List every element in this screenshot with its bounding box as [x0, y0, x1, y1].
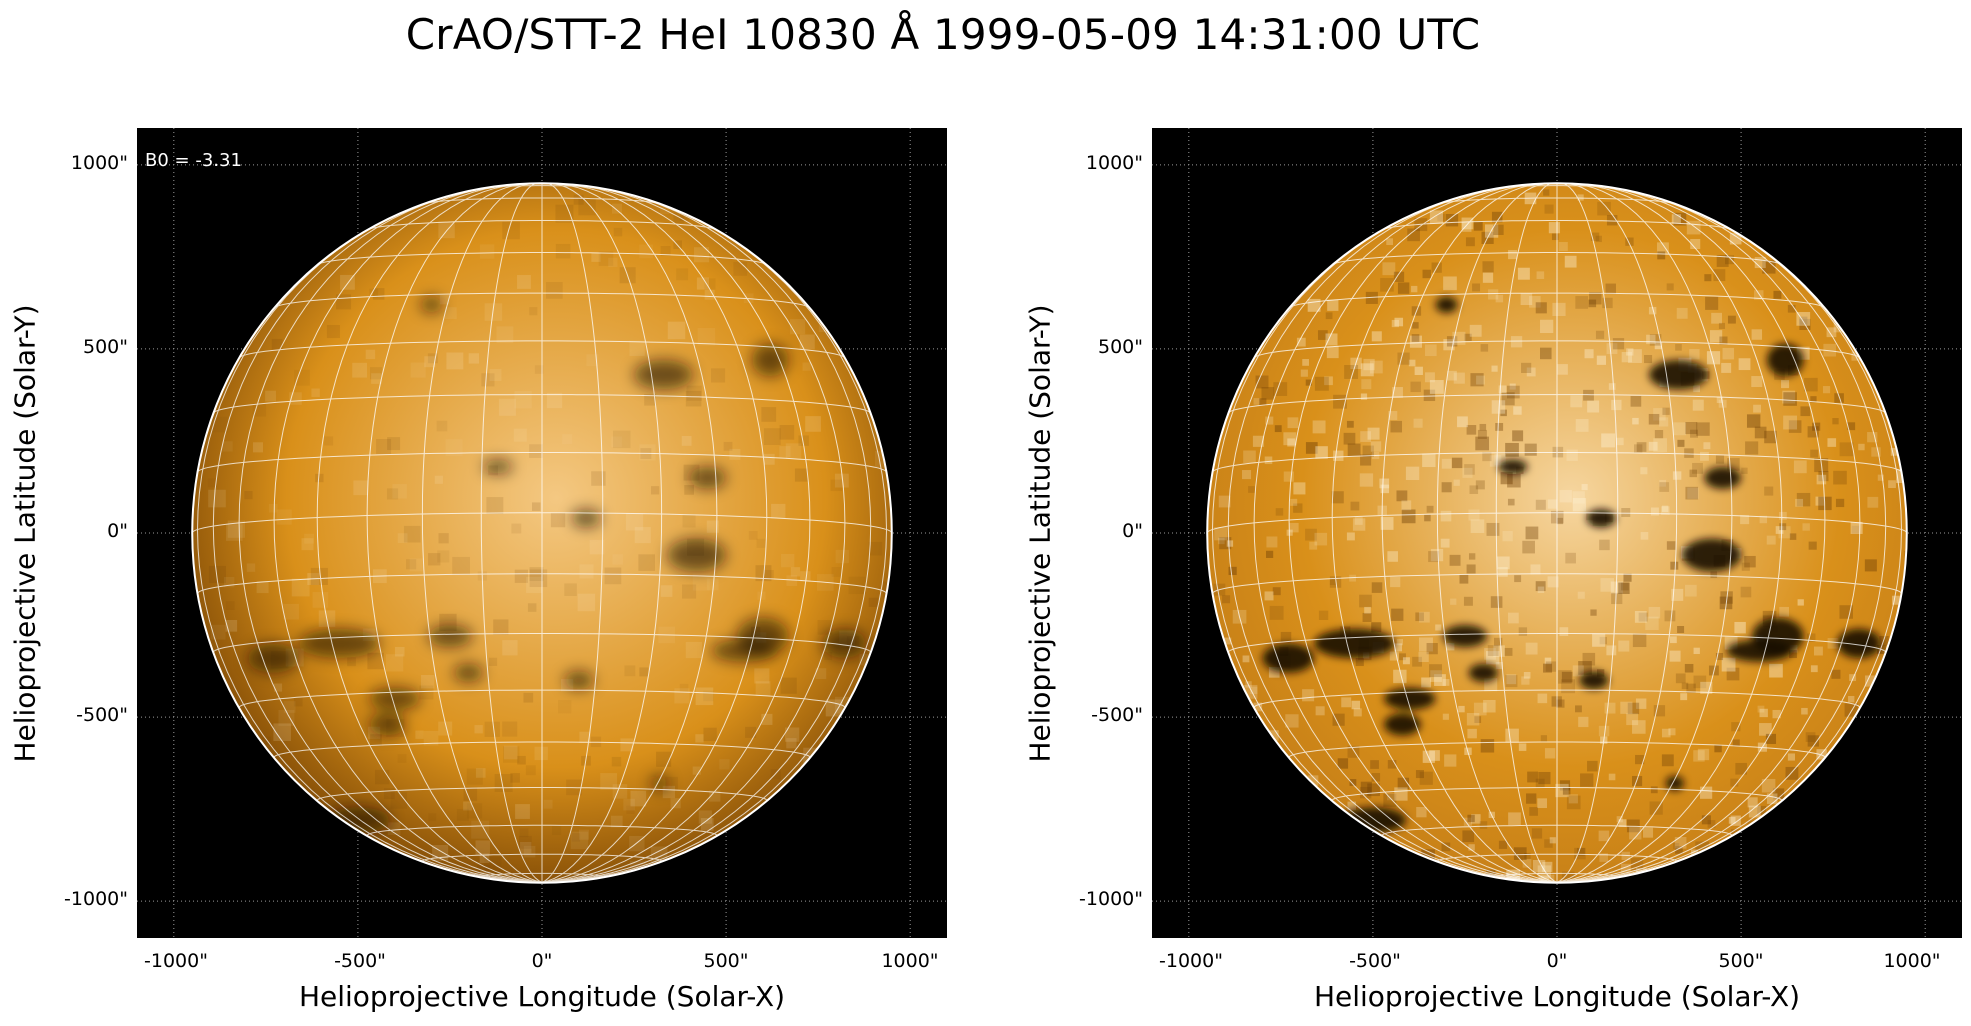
dark-filament [711, 639, 778, 662]
dark-filament [1726, 639, 1793, 662]
dark-filament [1579, 671, 1609, 690]
parallel-line [238, 340, 846, 359]
parallel-line [1212, 452, 1902, 473]
parallel-line [1288, 292, 1826, 309]
right-ytick-1000: 1000" [1085, 152, 1143, 174]
dark-filament [483, 459, 513, 475]
parallel-line [1436, 197, 1678, 206]
right-y-axis-title: Helioprojective Latitude (Solar-Y) [1023, 304, 1057, 763]
left-xtick-500: 500" [703, 950, 749, 972]
dark-filament [667, 538, 727, 572]
dark-filament [427, 625, 473, 648]
left-xtick-1000: 1000" [881, 950, 939, 972]
dark-filament [1682, 538, 1742, 572]
right-xtick-neg500: -500" [1349, 950, 1401, 972]
parallel-line [192, 512, 892, 534]
left-xtick-0: 0" [531, 950, 553, 972]
left-ytick-0: 0" [107, 520, 128, 542]
parallel-line [238, 689, 846, 708]
dark-filament [1339, 807, 1407, 834]
dark-filament [324, 807, 392, 834]
parallel-line [212, 633, 872, 653]
parallel-line [316, 252, 768, 266]
right-xtick-1000: 1000" [1883, 950, 1941, 972]
dark-filament [1383, 713, 1421, 736]
right-ytick-neg500: -500" [1091, 704, 1143, 726]
solar-limb [191, 182, 893, 884]
dark-filament [1586, 509, 1616, 528]
parallel-line [1253, 340, 1861, 359]
parallel-line [1331, 787, 1783, 801]
left-xtick-neg500: -500" [334, 950, 386, 972]
parallel-line [1207, 512, 1907, 534]
parallel-line [1288, 741, 1826, 758]
dark-filament [1262, 643, 1314, 673]
right-solar-image-panel [1152, 128, 1962, 938]
dark-filament [1498, 459, 1528, 475]
dark-filament [420, 296, 443, 313]
parallel-line [366, 220, 718, 231]
left-xtick-neg1000: -1000" [144, 950, 208, 972]
dark-filament [453, 663, 484, 683]
parallel-line [1495, 872, 1619, 878]
parallel-line [212, 394, 872, 414]
figure-title: CrAO/STT-2 HeI 10830 Å 1999-05-09 14:31:… [405, 10, 1481, 59]
right-xtick-500: 500" [1718, 950, 1764, 972]
parallel-line [1212, 573, 1902, 594]
left-y-axis-title: Helioprojective Latitude (Solar-Y) [8, 304, 42, 763]
dark-filament [247, 643, 299, 673]
right-ytick-neg1000: -1000" [1079, 888, 1143, 910]
dark-filament [1649, 359, 1708, 390]
parallel-line [1227, 394, 1887, 414]
parallel-line [197, 573, 887, 594]
dark-filament [299, 628, 380, 659]
solar-limb [1206, 182, 1908, 884]
parallel-line [1331, 252, 1783, 266]
dark-filament [1766, 343, 1804, 377]
left-ytick-neg500: -500" [76, 704, 128, 726]
parallel-line [1381, 220, 1733, 231]
parallel-line [421, 197, 663, 206]
dark-filament [368, 713, 406, 736]
parallel-line [1381, 824, 1733, 836]
right-x-axis-title: Helioprojective Longitude (Solar-X) [1313, 980, 1801, 1013]
dark-filament [751, 343, 789, 377]
parallel-line [1436, 853, 1678, 862]
left-sun-disk-svg [137, 128, 947, 938]
right-xtick-neg1000: -1000" [1159, 950, 1223, 972]
dark-filament [821, 628, 867, 659]
parallel-line [366, 824, 718, 836]
parallel-line [273, 741, 811, 758]
parallel-line [273, 292, 811, 309]
right-ytick-0: 0" [1122, 520, 1143, 542]
dark-filament [1314, 628, 1395, 659]
dark-filament [634, 359, 693, 390]
dark-filament [1836, 628, 1881, 659]
left-ytick-500: 500" [82, 336, 128, 358]
right-ytick-500: 500" [1097, 336, 1143, 358]
parallel-line [480, 872, 604, 878]
dark-filament [1435, 296, 1458, 313]
left-x-axis-title: Helioprojective Longitude (Solar-X) [298, 980, 786, 1013]
dark-filament [1468, 663, 1499, 683]
left-ytick-1000: 1000" [70, 152, 128, 174]
dark-filament [564, 671, 594, 690]
left-ytick-neg1000: -1000" [64, 888, 128, 910]
parallel-line [197, 452, 887, 473]
left-solar-image-panel: B0 = -3.31 [137, 128, 947, 938]
parallel-line [1253, 689, 1861, 708]
right-sun-disk-svg [1152, 128, 1962, 938]
dark-filament [1704, 466, 1742, 489]
right-xtick-0: 0" [1546, 950, 1568, 972]
dark-filament [689, 466, 727, 489]
parallel-line [316, 787, 768, 801]
parallel-line [421, 853, 663, 862]
parallel-line [1227, 633, 1887, 653]
dark-filament [571, 509, 601, 528]
dark-filament [1442, 625, 1488, 648]
b0-annotation: B0 = -3.31 [145, 150, 242, 171]
